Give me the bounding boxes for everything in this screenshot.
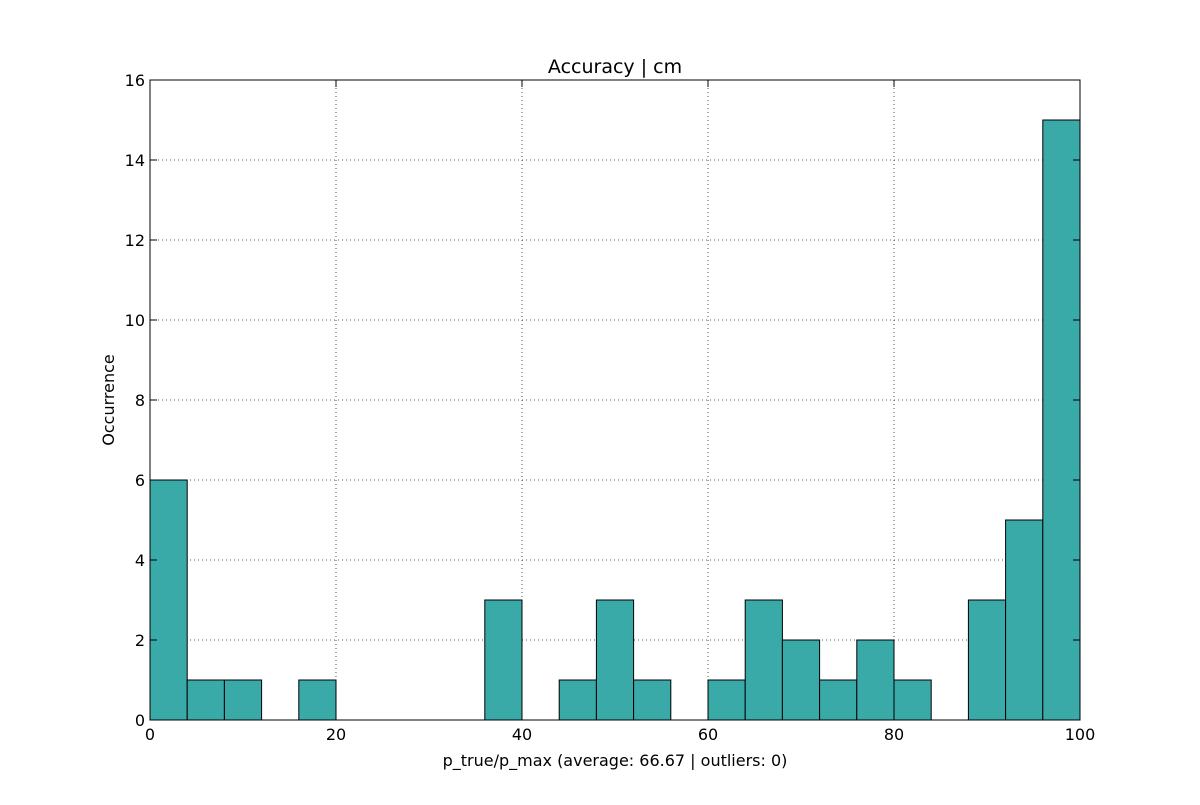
histogram-bar	[744, 599, 783, 721]
y-tick-label: 16	[125, 71, 145, 90]
histogram-bar	[893, 679, 932, 721]
histogram-bars	[149, 119, 1081, 721]
y-tick-label: 8	[135, 391, 145, 410]
histogram-bar	[1042, 119, 1081, 721]
histogram-bar	[223, 679, 263, 721]
grid-lines	[150, 80, 1080, 720]
x-tick-label: 100	[1065, 725, 1096, 744]
histogram-bar	[819, 679, 858, 721]
x-tick-label: 60	[698, 725, 718, 744]
histogram-bar	[484, 599, 523, 721]
axis-ticks	[149, 79, 1081, 721]
histogram-bar	[967, 599, 1007, 721]
x-tick-label: 20	[326, 725, 346, 744]
histogram-bar	[781, 639, 821, 721]
y-tick-label: 10	[125, 311, 145, 330]
histogram-bar	[707, 679, 746, 721]
x-tick-label: 80	[884, 725, 904, 744]
x-tick-label: 40	[512, 725, 532, 744]
y-tick-label: 0	[135, 711, 145, 730]
y-tick-label: 4	[135, 551, 145, 570]
tick-labels: 0 20 40 60 80 100 0 2 4 6 8 10 12 14 16	[125, 71, 1096, 744]
x-axis-label: p_true/p_max (average: 66.67 | outliers:…	[443, 751, 788, 771]
y-tick-label: 2	[135, 631, 145, 650]
chart-title: Accuracy | cm	[548, 56, 682, 78]
histogram-bar	[595, 599, 635, 721]
histogram-bar	[1005, 519, 1044, 721]
x-tick-label: 0	[145, 725, 155, 744]
y-axis-label: Occurrence	[99, 354, 118, 445]
histogram-bar	[558, 679, 597, 721]
y-tick-label: 6	[135, 471, 145, 490]
y-tick-label: 12	[125, 231, 145, 250]
histogram-bar	[633, 679, 672, 721]
histogram-bar	[149, 479, 188, 721]
histogram-bar	[298, 679, 337, 721]
histogram-bar	[186, 679, 225, 721]
histogram-bar	[856, 639, 895, 721]
y-tick-label: 14	[125, 151, 145, 170]
